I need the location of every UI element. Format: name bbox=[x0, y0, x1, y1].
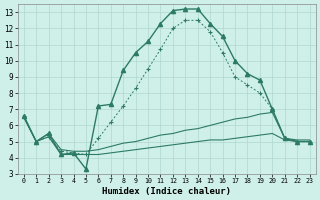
X-axis label: Humidex (Indice chaleur): Humidex (Indice chaleur) bbox=[102, 187, 231, 196]
